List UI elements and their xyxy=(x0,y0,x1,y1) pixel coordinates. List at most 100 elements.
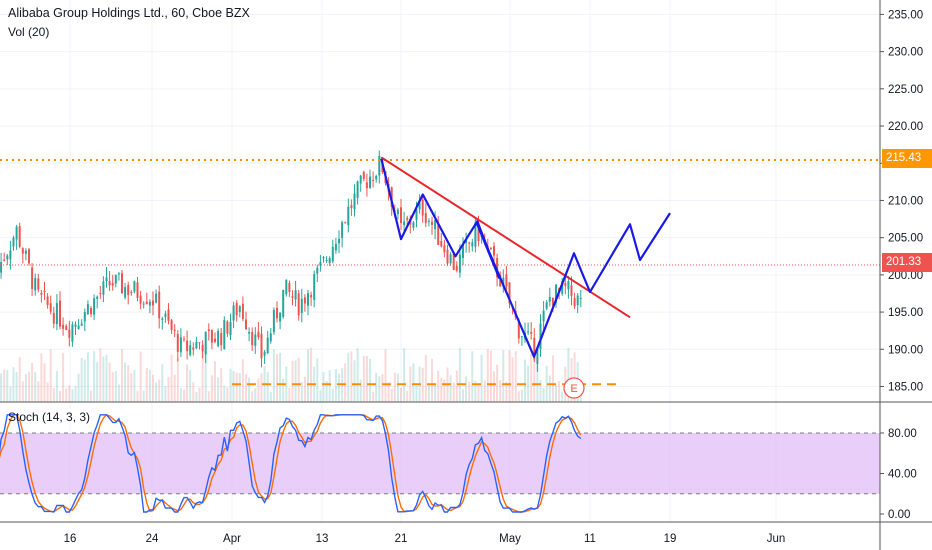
time-tick-label: 24 xyxy=(146,533,159,545)
candle-body xyxy=(303,297,306,304)
volume-bar xyxy=(455,370,458,402)
candle-body xyxy=(520,336,523,338)
volume-bar xyxy=(548,375,551,402)
candle-body xyxy=(121,273,123,294)
projected-zigzag xyxy=(380,158,671,358)
candle-body xyxy=(561,281,564,294)
volume-bar xyxy=(49,348,52,402)
volume-bar xyxy=(328,370,331,402)
volume-bar xyxy=(486,349,489,402)
volume-bar xyxy=(477,383,480,402)
candle-body xyxy=(201,344,204,352)
candle-body xyxy=(316,267,319,274)
volume-bar xyxy=(142,390,145,402)
volume-bar xyxy=(573,352,576,402)
volume-bar xyxy=(452,382,455,402)
candle-body xyxy=(9,250,12,260)
volume-bar xyxy=(210,375,213,402)
time-tick-label: May xyxy=(499,533,521,545)
volume-bar xyxy=(77,373,80,402)
candle-body xyxy=(449,254,452,264)
candle-body xyxy=(347,206,350,226)
candle-body xyxy=(52,312,55,324)
candle-body xyxy=(334,244,337,251)
candle-body xyxy=(80,323,83,326)
stoch-band xyxy=(0,432,880,495)
candle-body xyxy=(158,291,161,319)
candle-body xyxy=(111,283,114,286)
candle-body xyxy=(232,305,235,321)
candle-body xyxy=(272,309,275,333)
candle-body xyxy=(142,303,145,305)
candle-body xyxy=(0,262,3,273)
candle-body xyxy=(192,347,195,350)
candle-body xyxy=(117,273,120,275)
candle-body xyxy=(93,298,96,315)
candle-body xyxy=(437,224,440,245)
candle-body xyxy=(468,242,471,244)
candle-body xyxy=(499,274,502,287)
candle-body xyxy=(452,253,455,270)
volume-bar xyxy=(232,371,235,402)
candle-body xyxy=(493,246,495,256)
candle-body xyxy=(542,310,545,322)
candle-body xyxy=(77,325,80,329)
price-tick-label: 185.00 xyxy=(888,382,923,394)
chart-title[interactable]: Alibaba Group Holdings Ltd., 60, Cboe BZ… xyxy=(8,6,250,20)
volume-bar xyxy=(145,367,148,402)
volume-bar xyxy=(372,391,375,402)
stoch-legend[interactable]: Stoch (14, 3, 3) xyxy=(8,410,91,424)
price-tick-label: 220.00 xyxy=(888,121,923,133)
volume-bar xyxy=(511,357,514,402)
volume-bar xyxy=(266,371,269,402)
volume-bar xyxy=(465,376,468,402)
time-tick-label: 19 xyxy=(664,533,677,545)
volume-bar xyxy=(127,365,130,402)
volume-bar xyxy=(542,387,545,402)
volume-bar xyxy=(105,354,108,402)
volume-bar xyxy=(176,358,179,402)
candle-body xyxy=(266,337,269,354)
candle-body xyxy=(62,324,65,329)
candle-body xyxy=(195,341,198,349)
volume-bar xyxy=(59,390,61,402)
candle-body xyxy=(564,283,567,286)
volume-bar xyxy=(34,372,37,402)
volume-bar xyxy=(300,381,303,402)
volume-bar xyxy=(99,348,102,402)
candle-body xyxy=(65,325,68,330)
volume-bar xyxy=(520,389,523,402)
candle-body xyxy=(83,312,86,322)
candle-body xyxy=(245,319,247,330)
volume-bar xyxy=(527,365,530,402)
volume-bar xyxy=(508,350,511,402)
candle-body xyxy=(297,293,300,316)
volume-bar xyxy=(356,348,359,402)
volume-bar xyxy=(440,377,443,402)
candle-body xyxy=(179,337,182,353)
candle-body xyxy=(570,285,573,296)
stoch-k-line xyxy=(0,414,582,513)
candle-body xyxy=(220,333,223,346)
volume-bar xyxy=(12,367,15,402)
candle-body xyxy=(403,221,406,226)
volume-bar xyxy=(282,378,285,402)
candle-body xyxy=(198,342,201,344)
candle-body xyxy=(530,331,533,334)
candle-body xyxy=(440,240,443,247)
volume-bar xyxy=(545,365,548,402)
candle-body xyxy=(359,175,362,184)
volume-legend[interactable]: Vol (20) xyxy=(8,25,50,39)
volume-bar xyxy=(272,349,275,402)
volume-bar xyxy=(524,359,526,402)
candle-body xyxy=(241,303,244,320)
candle-body xyxy=(176,334,179,352)
level-lines: E xyxy=(0,159,880,399)
candle-body xyxy=(477,222,480,242)
volume-bar xyxy=(155,382,158,402)
volume-bar xyxy=(502,349,505,402)
candle-body xyxy=(573,298,576,307)
candle-body xyxy=(229,322,232,336)
candle-body xyxy=(99,293,102,295)
